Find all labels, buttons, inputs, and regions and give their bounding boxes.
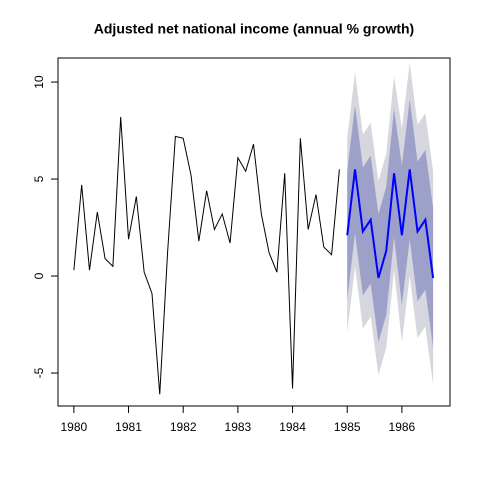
x-tick-label: 1984 [279, 420, 306, 434]
y-tick-label: 5 [32, 175, 46, 182]
x-tick-label: 1986 [389, 420, 416, 434]
chart-title: Adjusted net national income (annual % g… [94, 21, 414, 37]
x-tick-label: 1981 [115, 420, 142, 434]
series-line [73, 116, 340, 395]
prediction-band [347, 99, 434, 348]
y-tick-label: -5 [32, 367, 46, 378]
x-tick-label: 1982 [170, 420, 197, 434]
x-tick-label: 1980 [61, 420, 88, 434]
y-tick-label: 0 [32, 272, 46, 279]
y-tick-label: 10 [32, 75, 46, 89]
series-line [346, 169, 435, 279]
x-tick-label: 1983 [225, 420, 252, 434]
x-tick-label: 1985 [334, 420, 361, 434]
